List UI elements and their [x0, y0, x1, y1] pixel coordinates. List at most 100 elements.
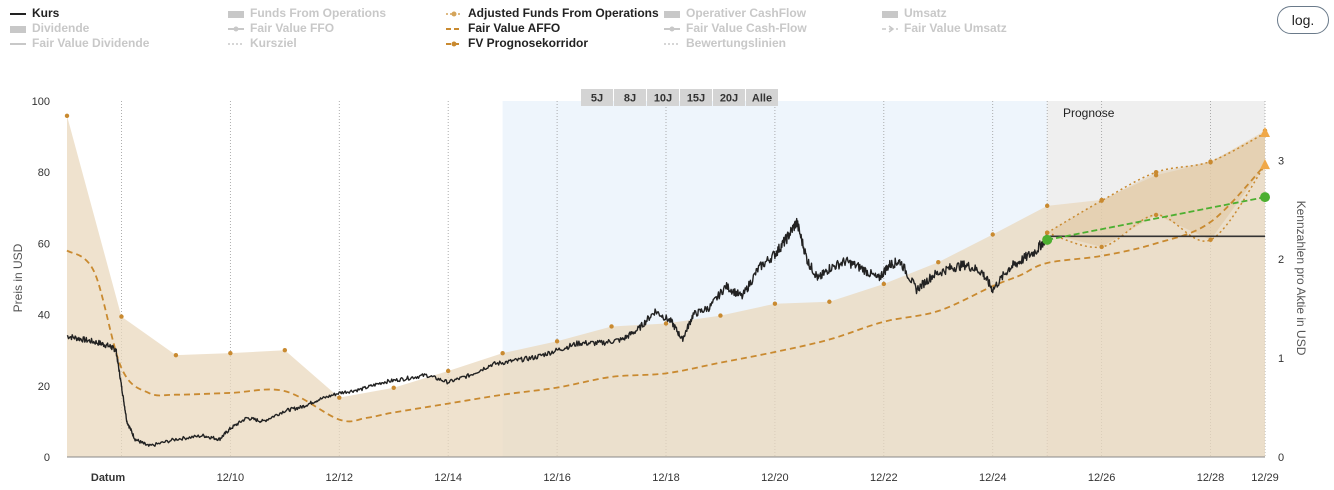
zoom-button-8j[interactable]: 8J — [614, 89, 646, 106]
kurs-line — [66, 217, 1048, 447]
y-tick-label-left: 80 — [38, 167, 50, 179]
zoom-button-label: 8J — [624, 93, 636, 105]
legend-item-label: Operativer CashFlow — [686, 6, 807, 20]
forecast-label: Prognose — [1063, 106, 1115, 120]
corridor-point — [1208, 237, 1213, 243]
y-tick-label-right: 3 — [1278, 155, 1284, 167]
affo-point — [64, 113, 70, 119]
legend-item-label: FV Prognosekorridor — [468, 36, 589, 50]
legend-item-label: Kursziel — [250, 36, 297, 50]
y-tick-label-left: 40 — [38, 310, 50, 322]
legend-symbol-icon — [10, 26, 26, 33]
legend-item-label: Umsatz — [904, 6, 947, 20]
y-tick-label-left: 60 — [38, 238, 50, 250]
legend-symbol-icon — [446, 11, 462, 17]
legend-symbol-icon — [446, 41, 462, 47]
legend-item-label: Fair Value Dividende — [32, 36, 150, 50]
y-axis-label-left: Preis in USD — [11, 243, 25, 312]
corridor-point — [1044, 230, 1050, 235]
legend-item-label: Fair Value Cash-Flow — [686, 21, 807, 35]
trend-end-point — [1260, 192, 1270, 203]
x-tick-label: 12/29 — [1251, 472, 1279, 484]
legend-item-label: Fair Value AFFO — [468, 21, 561, 35]
forecast-corridor-band — [1047, 133, 1265, 247]
log-scale-button[interactable]: log. — [1277, 6, 1329, 34]
zoom-button-bg — [614, 89, 646, 106]
zoom-button-bg — [746, 89, 778, 106]
corridor-point — [1099, 244, 1104, 250]
zoom-button-10j[interactable]: 10J — [647, 89, 679, 106]
fair-value-affo-line — [66, 164, 1266, 423]
zoom-button-label: 20J — [720, 93, 738, 105]
affo-point — [337, 395, 342, 400]
affo-point — [881, 281, 887, 287]
legend-item-label: Fair Value Umsatz — [904, 21, 1007, 35]
zoom-button-bg — [581, 89, 613, 106]
corridor-point — [1153, 170, 1159, 175]
legend-item-label: Kurs — [32, 6, 60, 20]
legend-symbol-icon — [228, 11, 244, 18]
legend-item-label: Fair Value FFO — [250, 21, 335, 35]
x-axis-label: Datum — [91, 472, 125, 484]
legend-symbol-icon — [10, 43, 26, 45]
affo-point — [936, 259, 941, 265]
legend-item-label: Bewertungslinien — [686, 36, 787, 50]
x-tick-label: 12/26 — [1088, 472, 1116, 484]
legend: Kurs Dividende Fair Value Dividende Funds F… — [0, 0, 1250, 62]
x-tick-label: 12/16 — [543, 472, 571, 484]
legend-symbol-icon — [664, 43, 680, 45]
affo-area — [67, 115, 1265, 457]
legend-item-label: Funds From Operations — [250, 6, 387, 20]
legend-symbol-icon — [10, 13, 26, 15]
legend-symbol-icon — [882, 11, 898, 18]
x-tick-label: 12/20 — [761, 472, 789, 484]
x-tick-label: 12/18 — [652, 472, 680, 484]
affo-point — [772, 301, 778, 306]
x-tick-label: 12/10 — [217, 472, 245, 484]
affo-point — [445, 368, 451, 374]
y-tick-label-right: 0 — [1278, 452, 1284, 464]
y-tick-label-right: 1 — [1278, 353, 1284, 365]
corridor-point — [1153, 212, 1159, 218]
zoom-button-15j[interactable]: 15J — [680, 89, 712, 106]
corridor-point — [1099, 198, 1104, 203]
affo-point — [173, 352, 179, 358]
zoom-button-bg — [647, 89, 679, 106]
zoom-button-5j[interactable]: 5J — [581, 89, 613, 106]
affo-point — [391, 385, 396, 390]
trend-line — [1047, 196, 1266, 241]
zoom-button-20j[interactable]: 20J — [713, 89, 745, 106]
affo-point — [228, 350, 233, 356]
y-tick-label-left: 0 — [44, 452, 50, 464]
affo-point — [990, 232, 995, 237]
zoom-button-label: 5J — [591, 93, 603, 105]
legend-symbol-icon — [664, 26, 680, 32]
affo-point — [554, 339, 560, 344]
x-tick-label: 12/14 — [434, 472, 462, 484]
y-tick-label-right: 2 — [1278, 254, 1284, 266]
x-tick-label: 12/28 — [1197, 472, 1225, 484]
zoom-button-label: Alle — [752, 93, 772, 105]
corridor-point — [1208, 159, 1213, 164]
corridor-end-marker — [1260, 127, 1270, 138]
zoom-button-label: 15J — [687, 93, 705, 105]
x-tick-label: 12/22 — [870, 472, 898, 484]
affo-point — [718, 313, 723, 318]
affo-point — [609, 324, 614, 329]
affo-point — [500, 350, 505, 356]
y-tick-label-left: 100 — [32, 96, 50, 108]
legend-symbol-icon — [446, 28, 462, 30]
affo-point — [827, 299, 832, 304]
affo-point — [119, 314, 124, 319]
affo-point — [663, 321, 669, 326]
zoom-button-alle[interactable]: Alle — [746, 89, 778, 106]
legend-item-label: Dividende — [32, 21, 90, 35]
trend-start-point — [1042, 234, 1053, 245]
legend-item-label: Adjusted Funds From Operations — [468, 6, 659, 20]
legend-symbol-icon — [228, 26, 244, 32]
x-tick-label: 12/24 — [979, 472, 1007, 484]
affo-point — [1044, 203, 1050, 209]
x-tick-label: 12/12 — [326, 472, 354, 484]
y-axis-label-right: Kennzahlen pro Aktie in USD — [1294, 201, 1308, 356]
